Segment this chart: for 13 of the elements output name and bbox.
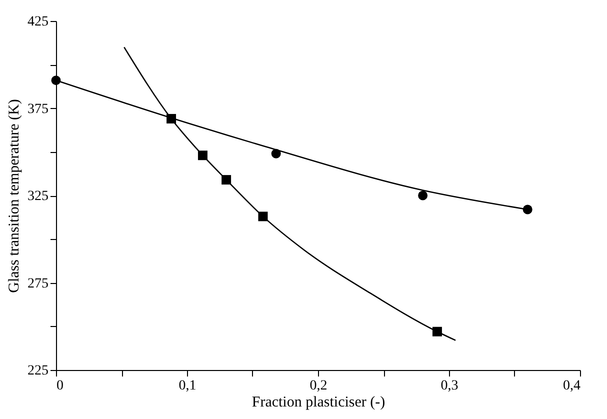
x-tick-label: 0,4 (563, 378, 580, 394)
y-tick-label: 425 (28, 14, 48, 30)
x-tick-label: 0,2 (310, 378, 328, 394)
x-axis-title: Fraction plasticiser (-) (252, 394, 386, 410)
y-tick-label: 275 (28, 276, 48, 292)
y-axis-title: Glass transition temperature (K) (6, 99, 22, 293)
point (418, 190, 428, 200)
y-tick-label: 325 (28, 189, 48, 204)
x-tick-label: 0,1 (178, 378, 196, 394)
x-tick-label: 0,3 (440, 378, 458, 394)
y-tick-label: 225 (28, 364, 48, 378)
y-tick-label: 375 (28, 102, 48, 117)
x-tick-label: 0 (56, 378, 64, 394)
